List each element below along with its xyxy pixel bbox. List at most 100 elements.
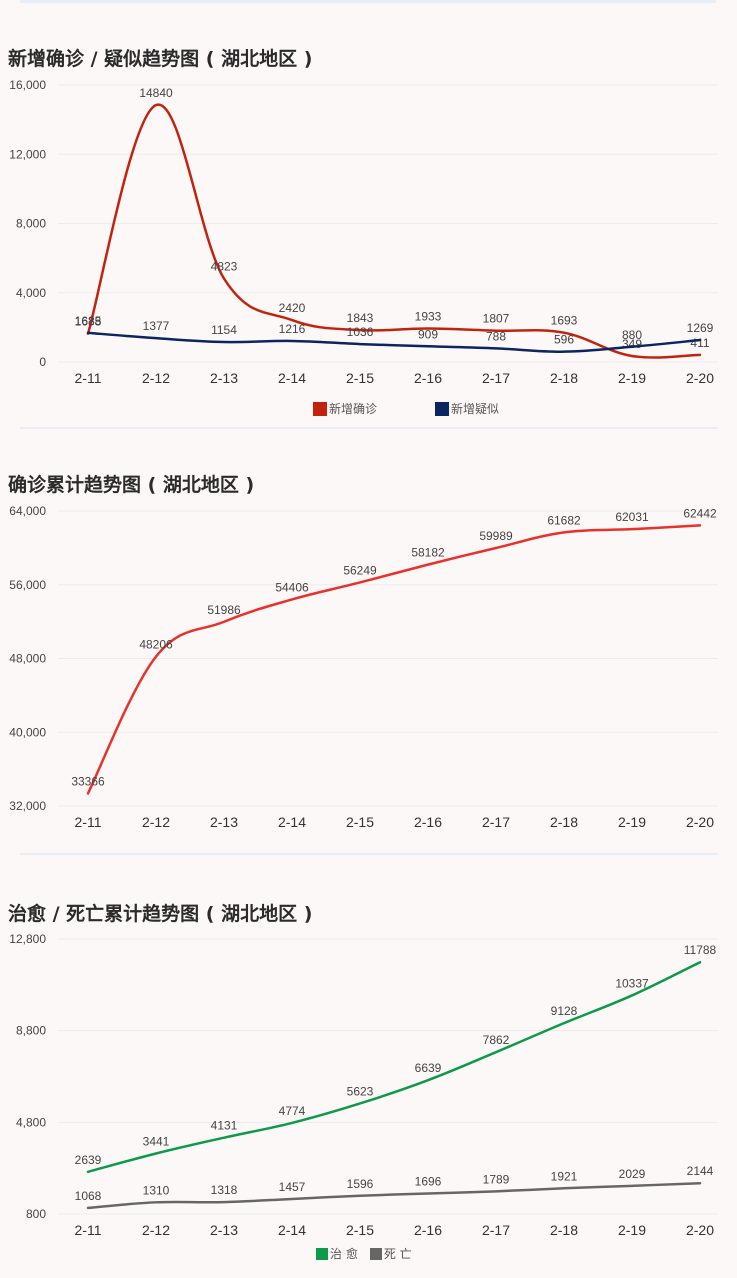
series-line (86, 524, 702, 795)
x-tick-label: 2-13 (210, 814, 238, 830)
chart-legend: 新增确诊 新增疑似 (313, 400, 517, 417)
data-label: 58182 (411, 546, 445, 560)
chart-legend: 治 愈 死 亡 (316, 1245, 430, 1262)
y-tick-label: 4,000 (16, 286, 46, 300)
data-label: 1269 (687, 321, 714, 335)
x-tick-label: 2-15 (346, 1222, 374, 1238)
data-label: 1216 (279, 322, 306, 336)
data-label: 51986 (207, 603, 241, 617)
x-tick-label: 2-20 (686, 370, 714, 386)
data-label: 1933 (415, 310, 442, 324)
x-tick-label: 2-12 (142, 1222, 170, 1238)
data-label: 1154 (211, 323, 237, 337)
data-label: 1789 (483, 1172, 510, 1186)
data-label: 1807 (483, 312, 510, 326)
legend-item[interactable]: 新增疑似 (435, 400, 499, 417)
data-label: 6639 (415, 1061, 442, 1075)
chart-title: 新增确诊 / 疑似趋势图 ( 湖北地区 ) (8, 48, 313, 70)
y-tick-label: 0 (39, 355, 46, 369)
section-divider (20, 427, 718, 429)
series-line (86, 103, 702, 359)
data-label: 909 (418, 327, 438, 341)
data-label: 1036 (347, 325, 374, 339)
x-tick-label: 2-11 (75, 1222, 102, 1238)
data-label: 1693 (551, 314, 578, 328)
data-label: 596 (554, 333, 574, 347)
data-label: 1457 (279, 1180, 306, 1194)
y-tick-label: 12,000 (9, 147, 46, 161)
legend-label: 新增疑似 (451, 402, 500, 416)
data-label: 10337 (615, 976, 649, 990)
data-label: 4823 (211, 260, 238, 274)
chart-cumulative-cases: 32,000 40,000 48,000 56,000 64,000 2-11 2-12 2-… (9, 504, 718, 830)
y-tick-label: 32,000 (9, 799, 46, 813)
data-label: 59989 (479, 529, 513, 543)
data-label: 2029 (619, 1167, 646, 1181)
x-tick-label: 2-19 (618, 814, 646, 830)
y-tick-label: 16,000 (9, 78, 46, 92)
data-label: 1068 (75, 1189, 102, 1203)
data-label: 4131 (211, 1119, 238, 1133)
legend-swatch (369, 1247, 382, 1260)
data-label: 62031 (615, 510, 649, 524)
x-tick-label: 2-11 (75, 370, 102, 386)
x-tick-label: 2-19 (618, 370, 646, 386)
x-tick-label: 2-17 (482, 1222, 510, 1238)
x-tick-label: 2-18 (550, 814, 578, 830)
data-label: 1921 (551, 1169, 578, 1183)
data-label: 61682 (547, 513, 581, 527)
data-label: 11788 (684, 943, 717, 957)
top-divider (20, 0, 716, 3)
y-tick-label: 48,000 (9, 652, 46, 666)
section-divider (20, 853, 718, 855)
y-tick-label: 56,000 (9, 578, 46, 592)
data-label: 48206 (139, 638, 173, 652)
x-tick-label: 2-20 (686, 814, 714, 830)
series-line (86, 960, 702, 1174)
y-tick-label: 800 (26, 1207, 46, 1221)
data-label: 1685 (75, 314, 102, 328)
data-label: 56249 (343, 563, 377, 577)
x-tick-label: 2-18 (550, 1222, 578, 1238)
x-tick-label: 2-20 (686, 1222, 714, 1238)
data-label: 1310 (143, 1183, 170, 1197)
data-label: 2639 (75, 1153, 102, 1167)
chart-new-cases: 0 4,000 8,000 12,000 16,000 2-11 2-12 2-13 2-14 2… (9, 78, 718, 386)
data-label: 2144 (687, 1164, 714, 1178)
x-tick-label: 2-17 (482, 370, 510, 386)
x-tick-label: 2-18 (550, 370, 578, 386)
chart-title: 确诊累计趋势图 ( 湖北地区 ) (8, 474, 255, 496)
data-label: 4774 (279, 1104, 306, 1118)
data-label: 1638 (75, 315, 102, 329)
series-line (86, 331, 702, 353)
x-tick-label: 2-15 (346, 370, 374, 386)
x-tick-label: 2-12 (142, 370, 170, 386)
legend-item[interactable]: 新增确诊 (313, 400, 377, 417)
data-label: 1318 (211, 1183, 238, 1197)
y-tick-label: 64,000 (9, 504, 46, 518)
data-label: 880 (622, 328, 642, 342)
legend-swatch (313, 401, 327, 416)
data-label: 1843 (347, 311, 374, 325)
data-label: 54406 (275, 580, 309, 594)
legend-item[interactable]: 治 愈 (316, 1245, 358, 1262)
x-tick-label: 2-13 (210, 1222, 238, 1238)
x-tick-label: 2-12 (142, 814, 170, 830)
data-label: 33366 (71, 774, 105, 788)
data-label: 1377 (143, 319, 170, 333)
legend-swatch (435, 401, 450, 416)
data-label: 9128 (551, 1004, 578, 1018)
x-tick-label: 2-14 (278, 370, 306, 386)
x-tick-label: 2-16 (414, 814, 442, 830)
legend-item[interactable]: 死 亡 (369, 1245, 412, 1262)
y-tick-label: 40,000 (9, 725, 46, 739)
y-tick-label: 4,800 (16, 1115, 46, 1129)
data-label: 14840 (139, 86, 173, 100)
y-tick-label: 8,000 (16, 217, 46, 231)
data-label: 1696 (415, 1174, 442, 1188)
x-tick-label: 2-14 (278, 814, 306, 830)
legend-swatch (316, 1247, 328, 1260)
legend-label: 死 亡 (383, 1247, 412, 1261)
x-tick-label: 2-17 (482, 814, 510, 830)
